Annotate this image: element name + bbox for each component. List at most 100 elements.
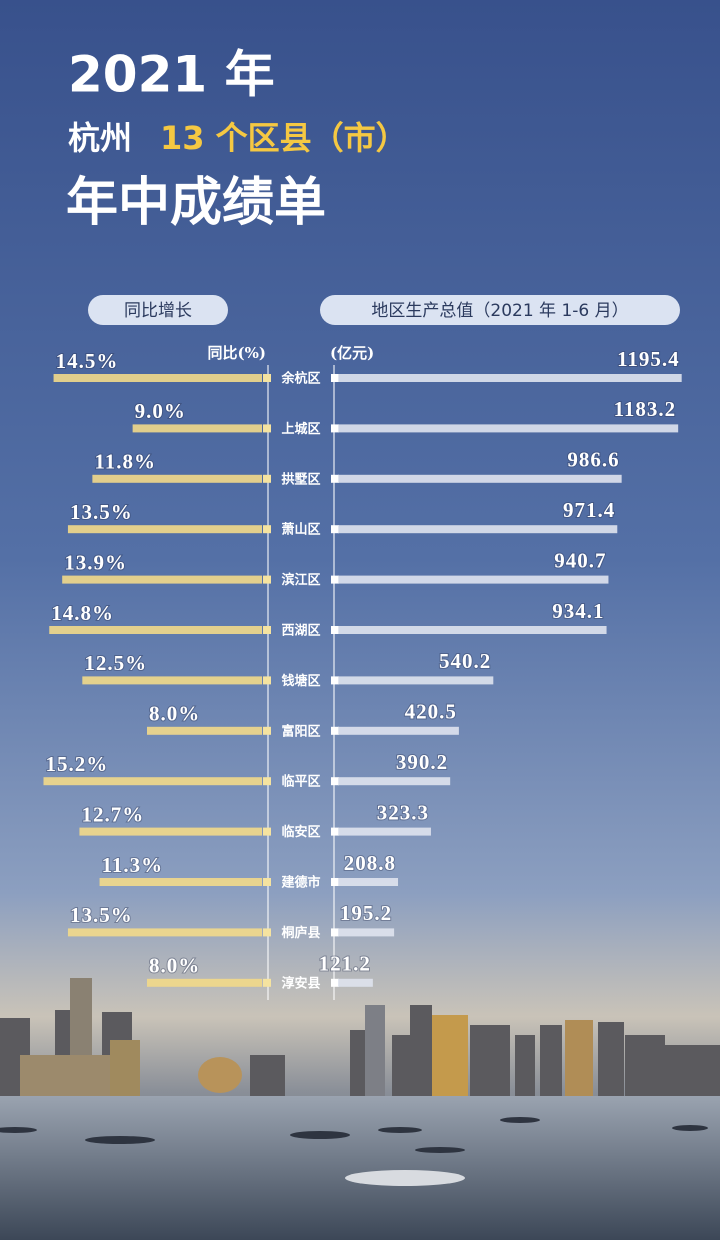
legend-label: 同比增长	[124, 301, 192, 321]
bar	[338, 424, 679, 433]
center-marker	[331, 525, 339, 534]
bar	[79, 827, 262, 836]
bar	[338, 575, 609, 584]
bar	[338, 626, 607, 634]
center-marker	[263, 928, 271, 937]
bar	[147, 978, 262, 987]
boats	[0, 1117, 708, 1186]
subtitle: 13 个区县（市）	[160, 119, 408, 157]
bar	[132, 424, 262, 433]
value-label: 971.4	[563, 498, 615, 522]
category-label: 淳安县	[281, 975, 320, 991]
category-label: 临安区	[281, 824, 320, 840]
value-label: 12.7%	[81, 802, 144, 826]
bar	[49, 626, 262, 634]
value-label: 390.2	[396, 750, 448, 774]
value-label: 934.1	[552, 599, 604, 623]
value-label: 9.0%	[135, 399, 186, 423]
center-marker	[331, 827, 339, 836]
bar	[338, 827, 431, 836]
center-marker	[331, 676, 339, 685]
category-label: 拱墅区	[281, 471, 320, 487]
value-label: 15.2%	[46, 752, 109, 776]
center-marker	[331, 474, 339, 483]
bar	[338, 978, 373, 987]
bar	[99, 878, 262, 886]
axis-label: (亿元)	[330, 344, 374, 362]
value-label: 13.5%	[70, 500, 133, 524]
center-marker	[263, 424, 271, 433]
value-label: 195.2	[340, 901, 392, 925]
category-label: 建德市	[281, 875, 320, 891]
center-marker	[263, 978, 271, 987]
center-marker	[331, 424, 339, 433]
legend-pill	[320, 295, 680, 325]
main-title: 年中成绩单	[66, 173, 326, 233]
value-label: 8.0%	[149, 954, 200, 978]
center-marker	[263, 676, 271, 685]
year-title: 2021 年	[68, 46, 275, 104]
city: 杭州	[68, 119, 132, 157]
bar	[338, 676, 494, 685]
category-label: 余杭区	[280, 371, 320, 387]
value-label: 986.6	[567, 448, 619, 472]
bar	[338, 928, 395, 937]
skyline	[0, 978, 720, 1098]
water	[0, 1096, 720, 1240]
bar	[338, 374, 682, 382]
value-label: 940.7	[554, 548, 606, 572]
bar	[147, 726, 262, 735]
bar	[43, 777, 262, 786]
axis-label: 同比(%)	[208, 344, 266, 362]
value-label: 13.9%	[64, 550, 127, 574]
category-label: 滨江区	[281, 572, 320, 588]
center-marker	[331, 928, 339, 937]
center-marker	[331, 575, 339, 584]
bar	[338, 726, 459, 735]
value-label: 13.5%	[70, 903, 133, 927]
value-label: 1195.4	[617, 347, 680, 371]
center-marker	[331, 374, 339, 382]
legend-pill	[88, 295, 228, 325]
center-marker	[263, 878, 271, 886]
category-label: 临平区	[281, 774, 320, 790]
bar	[92, 474, 262, 483]
category-label: 富阳区	[281, 723, 320, 739]
value-label: 540.2	[439, 649, 491, 673]
value-label: 14.5%	[56, 349, 119, 373]
center-marker	[331, 777, 339, 786]
value-label: 8.0%	[149, 702, 200, 726]
value-label: 420.5	[405, 700, 457, 724]
value-label: 323.3	[377, 800, 429, 824]
category-label: 西湖区	[281, 624, 320, 639]
center-marker	[331, 978, 339, 987]
center-marker	[263, 474, 271, 483]
center-marker	[263, 726, 271, 735]
value-label: 208.8	[344, 851, 396, 875]
category-label: 萧山区	[281, 522, 320, 538]
bar	[82, 676, 262, 685]
center-marker	[263, 525, 271, 534]
center-marker	[331, 878, 339, 886]
center-marker	[263, 575, 271, 584]
value-label: 121.2	[319, 952, 371, 976]
bar	[338, 525, 618, 534]
center-marker	[263, 374, 271, 382]
bar	[338, 878, 399, 886]
center-marker	[263, 626, 271, 634]
value-label: 1183.2	[614, 397, 677, 421]
center-marker	[331, 626, 339, 634]
value-label: 11.3%	[102, 853, 164, 877]
bar	[67, 928, 262, 937]
bar	[338, 474, 622, 483]
center-marker	[331, 726, 339, 735]
bar	[62, 575, 262, 584]
value-label: 11.8%	[94, 450, 156, 474]
bar	[53, 374, 262, 382]
center-marker	[263, 777, 271, 786]
category-label: 钱塘区	[281, 673, 320, 689]
category-label: 上城区	[281, 421, 320, 437]
center-marker	[263, 827, 271, 836]
value-label: 14.8%	[51, 601, 114, 625]
